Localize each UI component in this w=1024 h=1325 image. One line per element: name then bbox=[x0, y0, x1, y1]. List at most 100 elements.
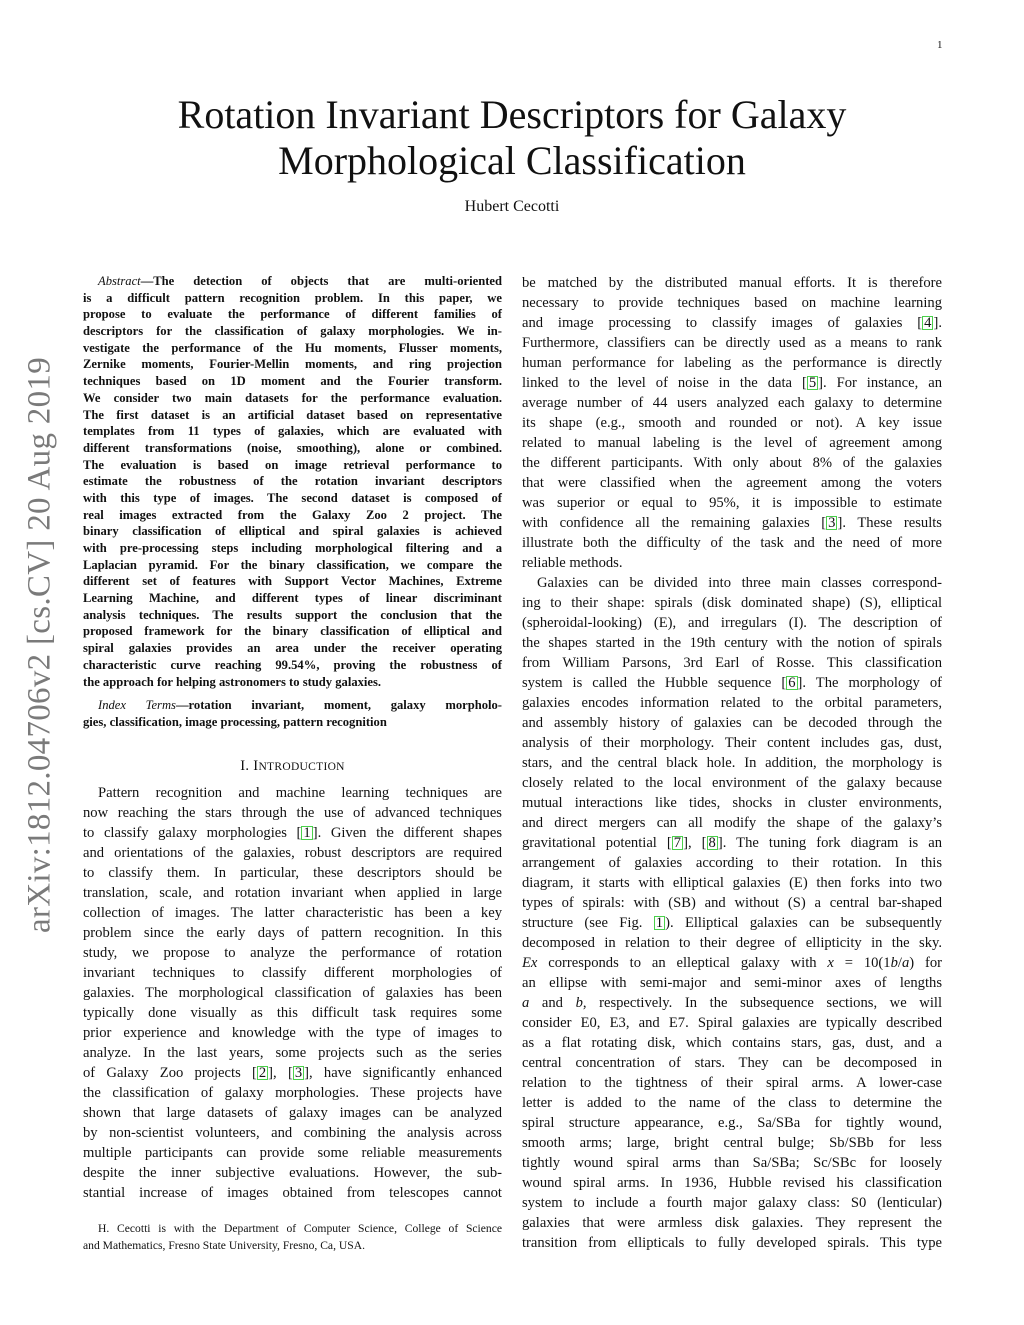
text-line: was superior or equal to 95%, it is impo… bbox=[522, 495, 942, 511]
text-line: as a flat rotating disk, which contains … bbox=[522, 1035, 942, 1051]
text-line: wound spiral arms. In 1936, Hubble revis… bbox=[522, 1175, 942, 1191]
text-line: and assembly history of galaxies can be … bbox=[522, 715, 942, 731]
text-line: linked to the level of noise in the data… bbox=[522, 375, 942, 391]
citation-link[interactable]: 4 bbox=[922, 315, 934, 331]
text-line: system to include a fourth major galaxy … bbox=[522, 1195, 942, 1211]
text-line: related to manual labeling is the level … bbox=[522, 435, 942, 451]
text-line: multiple participants can provide some r… bbox=[83, 1144, 502, 1161]
text-line: Ex corresponds to an elleptical galaxy w… bbox=[522, 955, 942, 971]
text-line: gravitational potential [7], [8]. The tu… bbox=[522, 835, 943, 851]
text-line: descriptors for the classification of ga… bbox=[83, 324, 502, 339]
text-line: Laplacian pyramid. For the binary classi… bbox=[83, 557, 502, 572]
text-line: be matched by the distributed manual eff… bbox=[522, 275, 942, 291]
text-line: collection of images. The latter charact… bbox=[83, 904, 502, 921]
right-column: be matched by the distributed manual eff… bbox=[522, 273, 942, 1253]
citation-link[interactable]: 7 bbox=[671, 835, 684, 851]
label: Index Terms bbox=[98, 698, 176, 713]
text-line: Pattern recognition and machine learning… bbox=[98, 784, 502, 801]
text-line: invariant techniques to classify differe… bbox=[83, 964, 502, 981]
text-line: the shapes started in the 19th century w… bbox=[522, 635, 942, 651]
text-line: estimate the robustness of the rotation … bbox=[83, 474, 502, 489]
text-line: is a difficult pattern recognition probl… bbox=[83, 290, 502, 305]
index-terms: Index Terms—rotation invariant, moment, … bbox=[83, 697, 502, 730]
citation-link[interactable]: 3 bbox=[292, 1064, 305, 1081]
section-title-initial: I bbox=[253, 757, 259, 774]
text-line: real images extracted from the Galaxy Zo… bbox=[83, 507, 502, 522]
text-line: decomposed in relation to their degree o… bbox=[522, 935, 942, 951]
text-line: with confidence all the remaining galaxi… bbox=[522, 515, 942, 531]
text-line: mutual interactions like tides, shocks i… bbox=[522, 795, 942, 811]
text-line: spiral galaxies provides an area under t… bbox=[83, 641, 502, 656]
text-line: The evaluation is based on image retriev… bbox=[83, 457, 502, 472]
citation-link[interactable]: 3 bbox=[826, 515, 838, 531]
text-line: galaxies that were armless disk galaxies… bbox=[522, 1215, 942, 1231]
text-line: that were classified when the agreement … bbox=[522, 475, 942, 491]
section-heading: I. INTRODUCTION bbox=[83, 758, 502, 775]
title-line: Rotation Invariant Descriptors for Galax… bbox=[177, 92, 847, 137]
text-line: and image processing to classify images … bbox=[522, 315, 942, 331]
text-line: Galaxies can be divided into three main … bbox=[537, 575, 942, 591]
left-column: Abstract—The detection of objects that a… bbox=[83, 273, 502, 1203]
text-line: gies, classification, image processing, … bbox=[83, 714, 387, 729]
text-line: Learning Machine, and different types of… bbox=[83, 591, 502, 606]
math-symbol: a bbox=[522, 995, 530, 1011]
text-line: despite the inner subjective evaluations… bbox=[83, 1164, 502, 1181]
text-line: to classify galaxy morphologies [1]. Giv… bbox=[83, 824, 502, 841]
text-line: stantial increase of images obtained fro… bbox=[83, 1184, 502, 1201]
text-line: human performance for labeling as the pe… bbox=[522, 355, 942, 371]
text-line: Abstract—The detection of objects that a… bbox=[98, 274, 502, 288]
text-line: proposed framework for the binary classi… bbox=[83, 624, 502, 639]
text-line: types of spirals: with (SB) and without … bbox=[522, 895, 942, 911]
text-line: different transformations (noise, smooth… bbox=[83, 440, 502, 455]
text-line: The first dataset is an artificial datas… bbox=[83, 407, 502, 422]
text-line: consider E0, E3, and E7. Spiral galaxies… bbox=[522, 1015, 942, 1031]
page-number: 1 bbox=[937, 39, 943, 51]
text-line: system is called the Hubble sequence [6]… bbox=[522, 675, 942, 691]
citation-link[interactable]: 6 bbox=[786, 675, 798, 691]
text-line: now reaching the stars through the use o… bbox=[83, 804, 502, 821]
text-line: galaxies. The morphological classificati… bbox=[83, 984, 502, 1001]
text-line: binary classification of elliptical and … bbox=[83, 524, 502, 539]
text-line: smooth arms; large, bright central bulge… bbox=[522, 1135, 942, 1151]
citation-link[interactable]: 8 bbox=[706, 835, 718, 851]
text-line: and direct mergers can all modify the sh… bbox=[522, 815, 942, 831]
text-line: techniques based on 1D moment and the Fo… bbox=[83, 374, 502, 389]
text-line: Furthermore, classifiers can be directly… bbox=[522, 335, 942, 351]
text-line: the classification of galaxy morphologie… bbox=[83, 1084, 502, 1101]
text-line: diagram, it starts with elliptical galax… bbox=[522, 875, 942, 891]
text-line: central concentration of stars. They can… bbox=[522, 1055, 942, 1071]
author: Hubert Cecotti bbox=[464, 198, 560, 215]
text-line: analysis techniques. The results support… bbox=[83, 607, 502, 622]
citation-link[interactable]: 2 bbox=[256, 1064, 269, 1081]
text-line: Index Terms—rotation invariant, moment, … bbox=[98, 698, 502, 713]
math-symbol: b bbox=[890, 955, 898, 971]
text-line: We consider two main datasets for the pe… bbox=[83, 390, 502, 405]
text-line: problem since the early days of pattern … bbox=[83, 924, 502, 941]
figure-link[interactable]: 1 bbox=[653, 915, 666, 931]
text-line: Zernike moments, Fourier-Mellin moments,… bbox=[83, 357, 502, 372]
text-line: a and b, respectively. In the subsequenc… bbox=[522, 995, 942, 1011]
math-symbol: a bbox=[901, 955, 910, 971]
text-line: and orientations of the galaxies, robust… bbox=[83, 844, 502, 861]
text-line: galaxies encodes information related to … bbox=[522, 695, 942, 711]
text-line: to classify them. In particular, these d… bbox=[83, 864, 502, 881]
text-line: typically done visually as this difficul… bbox=[83, 1004, 502, 1021]
citation-link[interactable]: 5 bbox=[806, 375, 819, 391]
text-line: of Galaxy Zoo projects [2], [3], have si… bbox=[83, 1064, 502, 1081]
text-line: (spheroidal-looking) (E), and irregulars… bbox=[522, 615, 942, 631]
text-line: different set of features with Support V… bbox=[83, 574, 502, 589]
text-line: vestigate the performance of the Hu mome… bbox=[83, 340, 502, 355]
text-line: with this type of images. The second dat… bbox=[83, 490, 502, 505]
text-line: the different participants. With only ab… bbox=[522, 455, 942, 471]
text-line: H. Cecotti is with the Department of Com… bbox=[98, 1222, 502, 1235]
text-line: study, we propose to analyze the perform… bbox=[83, 944, 502, 961]
paper-title: Rotation Invariant Descriptors for Galax… bbox=[0, 92, 1024, 184]
text-line: reliable methods. bbox=[522, 555, 623, 571]
text-line: arrangement of galaxies according to the… bbox=[522, 855, 942, 871]
math-symbol: b bbox=[575, 995, 583, 1011]
arxiv-identifier: arXiv:1812.04706v2 [cs.CV] 20 Aug 2019 bbox=[21, 356, 58, 934]
citation-link[interactable]: 1 bbox=[301, 824, 313, 841]
text-line: its shape (e.g., smooth and rounded or n… bbox=[522, 415, 942, 431]
text-line: and Mathematics, Fresno State University… bbox=[83, 1239, 365, 1252]
text-line: prior experience and knowledge with the … bbox=[83, 1024, 502, 1041]
